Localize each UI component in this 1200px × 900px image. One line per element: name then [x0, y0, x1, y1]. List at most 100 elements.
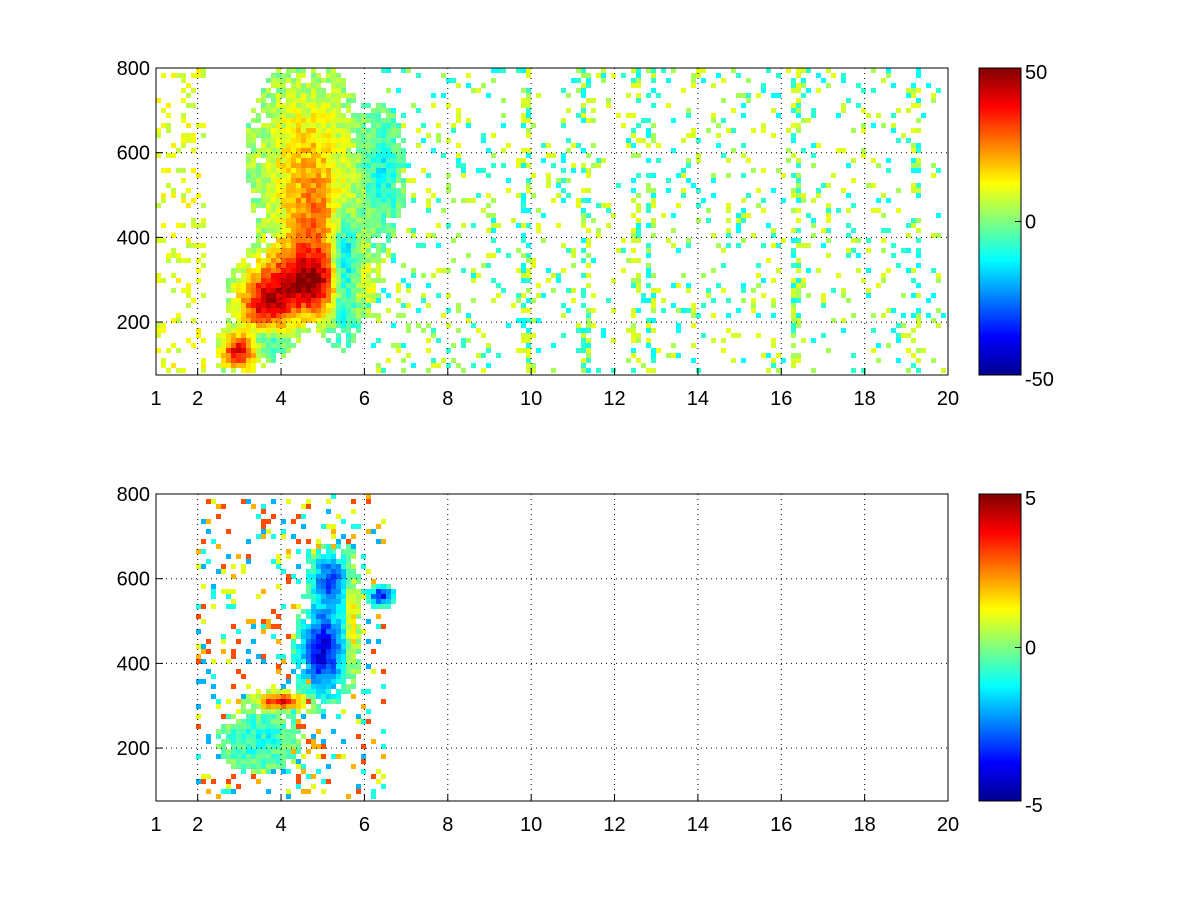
top-heatmap-cell — [371, 118, 376, 123]
top-heatmap-cell — [491, 213, 496, 218]
top-heatmap-cell — [291, 193, 296, 198]
top-heatmap-cell — [526, 108, 531, 113]
bottom-heatmap-cell — [311, 579, 316, 584]
top-heatmap-cell — [391, 163, 396, 168]
top-heatmap-cell — [286, 318, 291, 323]
top-heatmap-cell — [371, 143, 376, 148]
top-heatmap-cell — [306, 228, 311, 233]
top-heatmap-cell — [651, 353, 656, 358]
bottom-heatmap-cell — [266, 704, 271, 709]
top-heatmap-cell — [821, 183, 826, 188]
bottom-heatmap-cell — [311, 679, 316, 684]
top-heatmap-cell — [866, 293, 871, 298]
top-heatmap-cell — [346, 333, 351, 338]
bottom-heatmap-cell — [351, 584, 356, 589]
top-heatmap-cell — [356, 168, 361, 173]
top-heatmap-cell — [936, 308, 941, 313]
top-heatmap-cell — [186, 288, 191, 293]
top-heatmap-cell — [261, 273, 266, 278]
top-heatmap-cell — [376, 368, 381, 373]
bottom-heatmap-cell — [221, 564, 226, 569]
top-heatmap-cell — [426, 348, 431, 353]
bottom-heatmap-cell — [261, 729, 266, 734]
top-heatmap-cell — [346, 308, 351, 313]
top-heatmap-cell — [456, 158, 461, 163]
bottom-heatmap-cell — [311, 569, 316, 574]
top-heatmap-cell — [491, 133, 496, 138]
top-heatmap-cell — [586, 153, 591, 158]
top-heatmap-cell — [891, 308, 896, 313]
top-heatmap-cell — [396, 178, 401, 183]
top-heatmap-cell — [916, 293, 921, 298]
top-heatmap-cell — [161, 358, 166, 363]
top-heatmap-cell — [916, 73, 921, 78]
top-heatmap-cell — [366, 133, 371, 138]
bottom-heatmap-cell — [301, 524, 306, 529]
top-heatmap-cell — [316, 143, 321, 148]
top-heatmap-cell — [321, 78, 326, 83]
top-heatmap-cell — [426, 188, 431, 193]
top-heatmap-cell — [891, 83, 896, 88]
bottom-heatmap-cell — [356, 609, 361, 614]
bottom-heatmap-cell — [341, 569, 346, 574]
top-heatmap-cell — [786, 148, 791, 153]
top-heatmap-cell — [681, 168, 686, 173]
bottom-heatmap-cell — [231, 714, 236, 719]
top-heatmap-cell — [381, 143, 386, 148]
top-heatmap-cell — [266, 243, 271, 248]
top-heatmap-cell — [361, 198, 366, 203]
bottom-heatmap-cell — [321, 654, 326, 659]
top-heatmap-cell — [241, 353, 246, 358]
top-heatmap-cell — [376, 188, 381, 193]
bottom-heatmap-cell — [321, 674, 326, 679]
top-heatmap-cell — [836, 208, 841, 213]
top-heatmap-cell — [911, 328, 916, 333]
top-heatmap-cell — [376, 263, 381, 268]
top-heatmap-cell — [351, 308, 356, 313]
top-heatmap-cell — [361, 233, 366, 238]
bottom-heatmap-cell — [266, 729, 271, 734]
bottom-heatmap-cell — [331, 619, 336, 624]
top-heatmap-cell — [791, 123, 796, 128]
bottom-heatmap-cell — [311, 744, 316, 749]
top-heatmap-cell — [336, 288, 341, 293]
top-heatmap-cell — [326, 203, 331, 208]
top-heatmap-cell — [651, 288, 656, 293]
top-heatmap-cell — [556, 178, 561, 183]
bottom-heatmap-cell — [226, 604, 231, 609]
top-heatmap-cell — [371, 108, 376, 113]
bottom-heatmap-cell — [246, 559, 251, 564]
bottom-heatmap-cell — [316, 594, 321, 599]
top-heatmap-cell — [506, 188, 511, 193]
bottom-heatmap-cell — [351, 669, 356, 674]
bottom-heatmap-cell — [346, 574, 351, 579]
top-heatmap-cell — [371, 128, 376, 133]
top-heatmap-cell — [276, 243, 281, 248]
top-heatmap-cell — [326, 153, 331, 158]
bottom-heatmap-cell — [306, 629, 311, 634]
top-heatmap-cell — [301, 128, 306, 133]
bottom-heatmap-cell — [291, 649, 296, 654]
top-heatmap-cell — [361, 228, 366, 233]
top-heatmap-cell — [251, 158, 256, 163]
top-heatmap-cell — [891, 113, 896, 118]
bottom-heatmap-cell — [266, 709, 271, 714]
top-heatmap-cell — [481, 333, 486, 338]
top-heatmap-cell — [266, 78, 271, 83]
bottom-heatmap-cell — [221, 739, 226, 744]
top-heatmap-cell — [391, 253, 396, 258]
top-heatmap-cell — [286, 223, 291, 228]
bottom-heatmap-cell — [301, 609, 306, 614]
top-heatmap-cell — [596, 73, 601, 78]
top-heatmap-cell — [311, 313, 316, 318]
top-heatmap-cell — [761, 208, 766, 213]
bottom-heatmap-cell — [346, 569, 351, 574]
top-heatmap-cell — [931, 98, 936, 103]
top-heatmap-cell — [776, 168, 781, 173]
top-heatmap-cell — [361, 208, 366, 213]
top-heatmap-cell — [521, 238, 526, 243]
top-heatmap-cell — [646, 248, 651, 253]
top-heatmap-cell — [321, 258, 326, 263]
top-heatmap-cell — [356, 303, 361, 308]
top-heatmap-cell — [761, 83, 766, 88]
